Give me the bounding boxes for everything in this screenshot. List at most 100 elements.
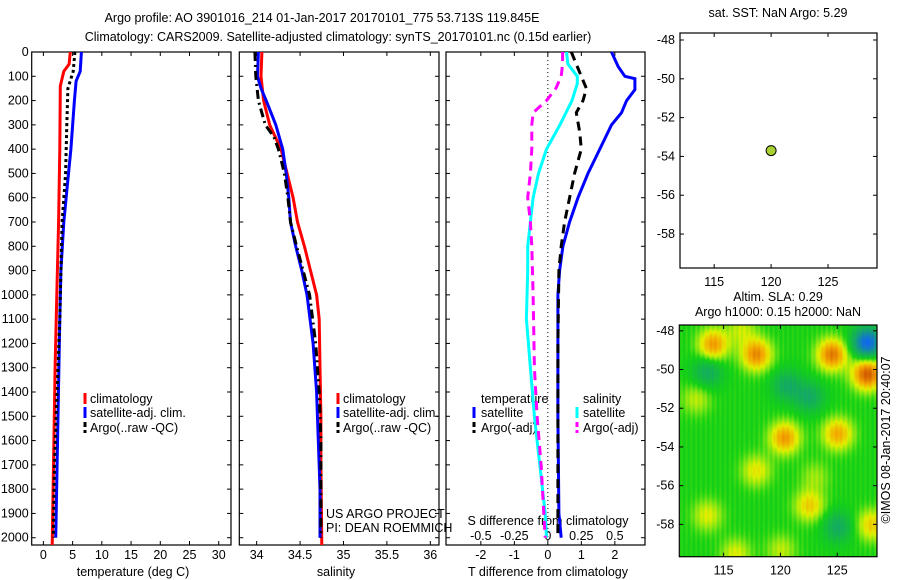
y-tick-label: 2000 xyxy=(1,531,29,545)
y-tick-label: 600 xyxy=(8,191,29,205)
y-tick-label: 1700 xyxy=(1,458,29,472)
x2-tick-label: -0.5 xyxy=(470,529,492,543)
y-tick-label: 500 xyxy=(8,166,29,180)
lon-tick-label: 125 xyxy=(818,275,839,289)
lat-tick-label: -50 xyxy=(656,363,674,377)
x-tick-label: -2 xyxy=(475,548,486,562)
s-difference-xlabel: S difference from climatology xyxy=(468,514,630,528)
series-satellite-adj-clim- xyxy=(54,51,83,538)
x-tick-label: 34.5 xyxy=(288,548,312,562)
series-salinity-satellite xyxy=(524,51,579,538)
x-tick-label: 34 xyxy=(250,548,264,562)
lat-tick-label: -52 xyxy=(657,111,675,125)
profile-panel-1: 34 34.5 35 35.5 36 xyxy=(238,51,440,562)
x-tick-label: -1 xyxy=(509,548,520,562)
y-tick-label: 1200 xyxy=(1,336,29,350)
lon-tick-label: 120 xyxy=(761,275,782,289)
series-temperature-argo-adj- xyxy=(556,51,588,538)
y-tick-label: 1300 xyxy=(1,361,29,375)
x2-tick-label: 0.5 xyxy=(606,529,623,543)
x-tick-label: 25 xyxy=(183,548,197,562)
lon-tick-label: 115 xyxy=(714,564,734,578)
legend-argo: Argo(..raw -QC) xyxy=(343,421,431,435)
legend-climatology: climatology xyxy=(90,392,153,406)
map-sla-title1: Altim. SLA: 0.29 xyxy=(733,290,823,304)
x-tick-label: 35 xyxy=(337,548,351,562)
legend-salinity-argo: Argo(-adj) xyxy=(583,421,639,435)
sla-heatmap xyxy=(680,325,877,557)
x-tick-label: 10 xyxy=(95,548,109,562)
pi-label: PI: DEAN ROEMMICH xyxy=(326,521,452,535)
lat-tick-label: -48 xyxy=(657,33,675,47)
y-tick-label: 400 xyxy=(8,142,29,156)
y-tick-label: 1100 xyxy=(2,312,29,326)
lat-tick-label: -50 xyxy=(657,72,675,86)
salinity-legend: climatology satellite-adj. clim. Argo(..… xyxy=(343,392,439,435)
series-argo-raw-qc- xyxy=(51,51,77,538)
sst-map-panel: 115 120 125 -48 -50 -52 -54 -56 -58 xyxy=(657,32,878,289)
imos-timestamp: ©IMOS 08-Jan-2017 20:40:07 xyxy=(879,356,893,523)
x2-tick-label: 0.25 xyxy=(569,529,593,543)
y-tick-label: 1800 xyxy=(1,482,29,496)
lat-tick-label: -56 xyxy=(657,188,675,202)
lat-tick-label: -48 xyxy=(656,324,674,338)
salinity-xlabel: salinity xyxy=(317,565,356,579)
y-tick-label: 1600 xyxy=(1,434,29,448)
y-tick-label: 100 xyxy=(8,69,29,83)
lon-tick-label: 115 xyxy=(704,275,724,289)
y-tick-label: 1500 xyxy=(1,409,29,423)
axes-frame xyxy=(445,51,646,546)
y-tick-label: 1400 xyxy=(1,385,29,399)
y-tick-label: 0 xyxy=(22,45,29,59)
map-frame xyxy=(678,324,878,558)
series-salinity-argo-adj- xyxy=(526,52,565,538)
lat-tick-label: -58 xyxy=(656,517,674,531)
series-temperature-satellite xyxy=(556,51,637,538)
map-sla-title2: Argo h1000: 0.15 h2000: NaN xyxy=(695,305,861,319)
x-tick-label: 36 xyxy=(423,548,437,562)
map-frame xyxy=(679,32,878,269)
lat-tick-label: -58 xyxy=(657,227,675,241)
legend-temperature-title: temperature xyxy=(481,392,548,406)
axes-frame xyxy=(238,51,440,546)
lat-tick-label: -54 xyxy=(657,149,675,163)
y-tick-label: 700 xyxy=(8,215,29,229)
x-tick-label: 15 xyxy=(124,548,138,562)
t-difference-xlabel: T difference from climatology xyxy=(468,565,629,579)
y-tick-label: 300 xyxy=(8,118,29,132)
lat-tick-label: -54 xyxy=(656,440,674,454)
temperature-xlabel: temperature (deg C) xyxy=(77,565,190,579)
profile-location-marker xyxy=(765,145,777,157)
profile-panel-0: 0100200300400500600700800900100011001200… xyxy=(1,45,232,562)
y-tick-label: 1000 xyxy=(1,288,29,302)
x-tick-label: 5 xyxy=(69,548,76,562)
legend-argo: Argo(..raw -QC) xyxy=(90,421,178,435)
sla-map-panel: 115 120 125 -48 -50 -52 -54 -56 -58 xyxy=(656,324,878,578)
legend-satellite-adj: satellite-adj. clim. xyxy=(343,406,439,420)
legend-salinity-title: salinity xyxy=(583,392,622,406)
x2-tick-label: -0.25 xyxy=(500,529,529,543)
legend-salinity-satellite: satellite xyxy=(583,406,625,420)
y-tick-label: 800 xyxy=(8,239,29,253)
y-tick-label: 1900 xyxy=(1,506,29,520)
x-tick-label: 0 xyxy=(40,548,47,562)
difference-legend: temperature satellite Argo(-adj) salinit… xyxy=(481,392,639,435)
map-sst-title: sat. SST: NaN Argo: 5.29 xyxy=(709,6,848,20)
lat-tick-label: -52 xyxy=(656,401,674,415)
x-tick-label: 2 xyxy=(611,548,618,562)
series-argo-raw-qc- xyxy=(253,51,323,538)
lon-tick-label: 125 xyxy=(827,564,848,578)
legend-temperature-argo: Argo(-adj) xyxy=(481,421,537,435)
x-tick-label: 20 xyxy=(153,548,167,562)
y-tick-label: 200 xyxy=(8,94,29,108)
legend-temperature-satellite: satellite xyxy=(481,406,523,420)
x-tick-label: 35.5 xyxy=(375,548,399,562)
lat-tick-label: -56 xyxy=(656,479,674,493)
title-line1: Argo profile: AO 3901016_214 01-Jan-2017… xyxy=(105,11,540,25)
title-line2: Climatology: CARS2009. Satellite-adjuste… xyxy=(85,30,592,44)
y-tick-label: 900 xyxy=(8,264,29,278)
x-tick-label: 1 xyxy=(578,548,585,562)
